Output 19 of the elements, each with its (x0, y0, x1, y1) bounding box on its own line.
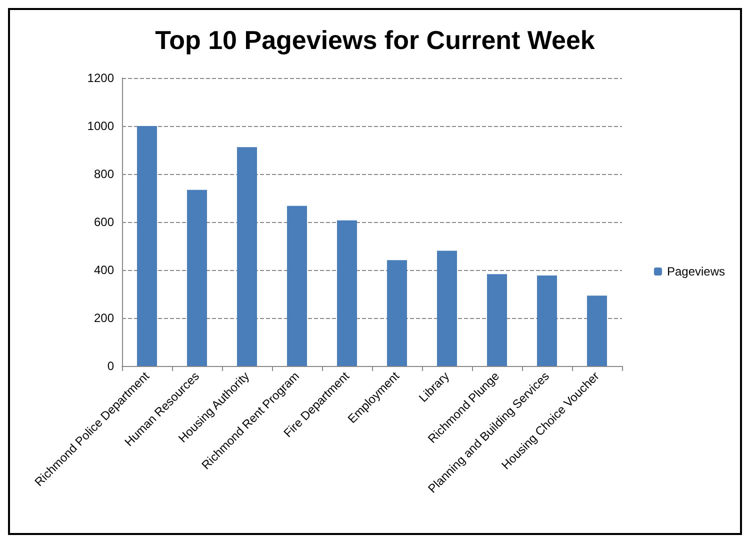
bar (137, 126, 157, 366)
legend-label: Pageviews (666, 264, 725, 278)
y-tick-label: 1000 (87, 119, 114, 133)
bar (237, 147, 257, 366)
bar (537, 276, 557, 366)
bar (387, 260, 407, 366)
y-tick-label: 800 (94, 167, 114, 181)
bar (287, 206, 307, 366)
y-tick-label: 0 (107, 359, 114, 373)
y-tick-label: 1200 (87, 71, 114, 85)
y-tick-label: 600 (94, 215, 114, 229)
bar (487, 274, 507, 366)
bar (437, 250, 457, 366)
bar (337, 220, 357, 366)
y-tick-label: 200 (94, 311, 114, 325)
y-tick-label: 400 (94, 263, 114, 277)
bar (187, 190, 207, 366)
bar (587, 296, 607, 366)
chart-title: Top 10 Pageviews for Current Week (155, 25, 596, 55)
